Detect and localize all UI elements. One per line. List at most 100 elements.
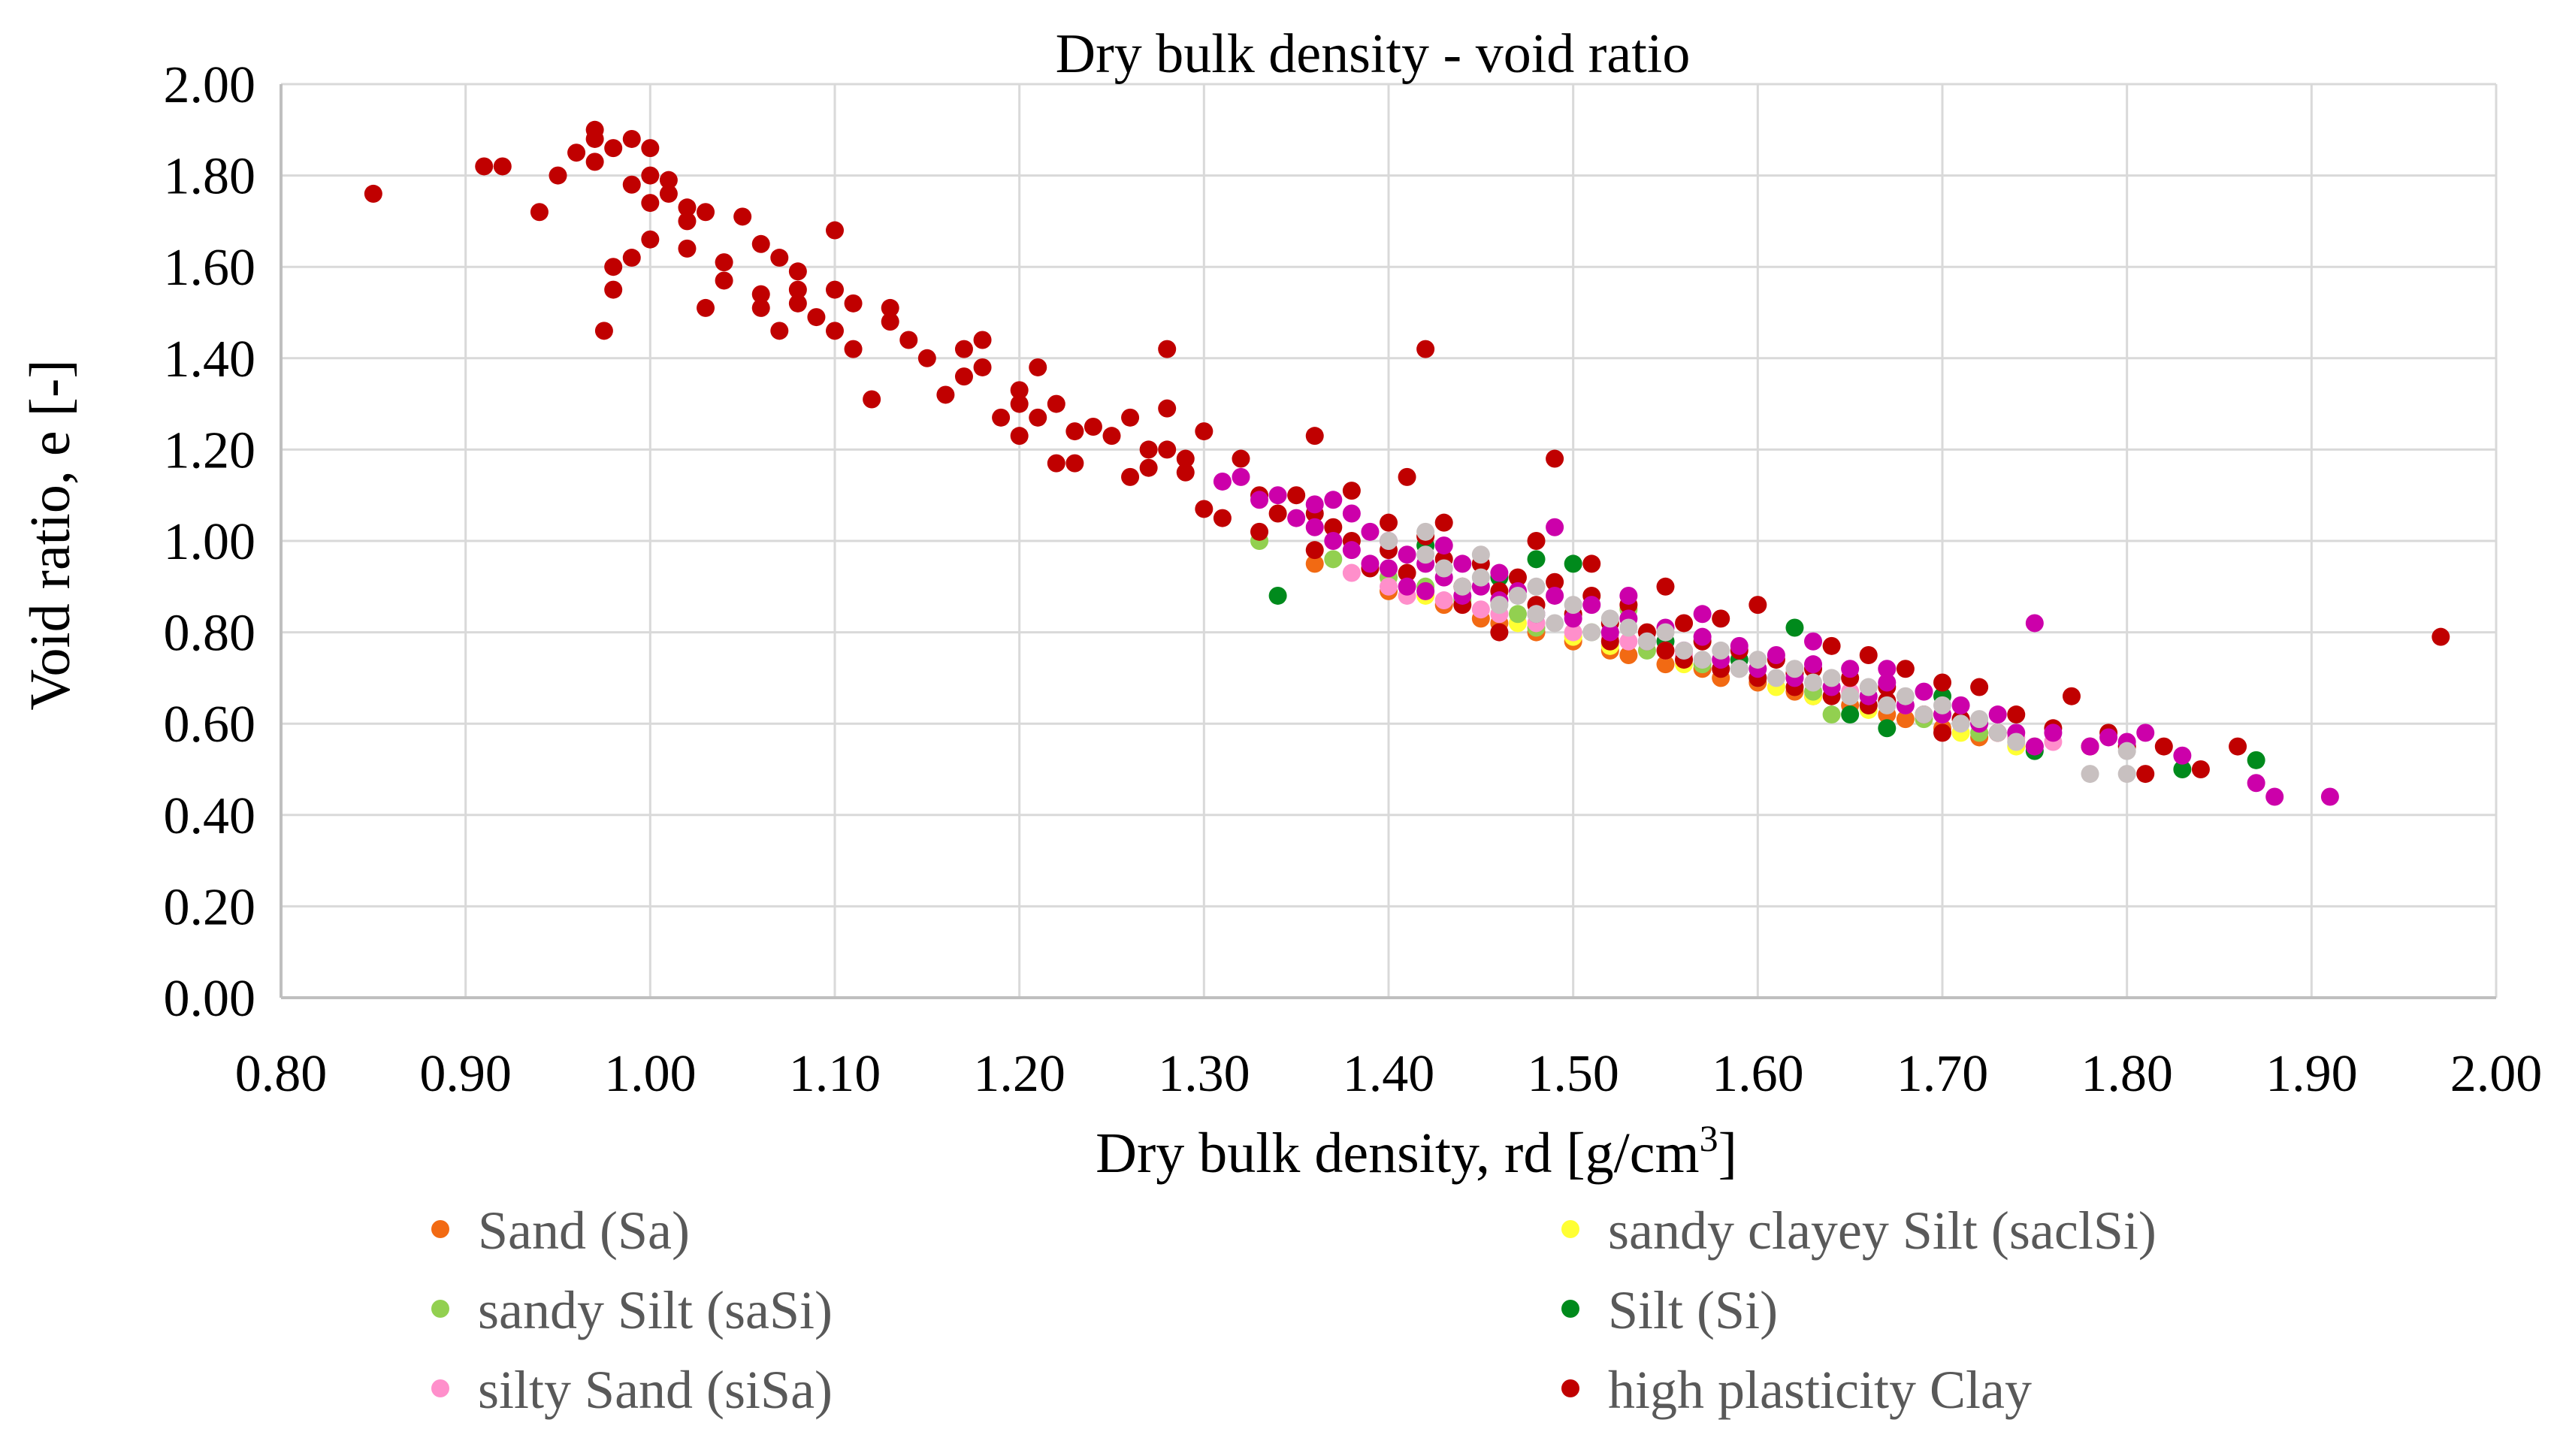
data-point xyxy=(1859,646,1878,664)
data-point xyxy=(1305,541,1324,560)
data-point xyxy=(1546,449,1564,468)
data-point xyxy=(2247,751,2265,769)
legend-marker xyxy=(431,1220,449,1238)
data-point xyxy=(2229,737,2247,756)
data-point xyxy=(1380,559,1398,578)
x-axis-title: Dry bulk density, rd [g/cm3] xyxy=(1096,1117,1737,1185)
data-point xyxy=(1287,509,1306,527)
legend-item: high plasticity Clay xyxy=(1561,1360,2032,1420)
data-point xyxy=(1546,518,1564,536)
data-point xyxy=(863,390,881,409)
y-tick-label: 0.80 xyxy=(164,605,256,663)
legend-label: Silt (Si) xyxy=(1608,1280,1778,1340)
data-point xyxy=(1546,572,1564,591)
data-point xyxy=(1896,687,1915,705)
data-point xyxy=(1047,454,1065,473)
data-point xyxy=(954,367,973,386)
data-point xyxy=(585,129,604,148)
data-point xyxy=(1268,586,1287,605)
data-point xyxy=(1896,710,1915,729)
data-point xyxy=(2099,728,2118,747)
chart-title: Dry bulk density - void ratio xyxy=(1056,23,1691,85)
x-tick-label: 0.90 xyxy=(419,1045,512,1103)
axes xyxy=(280,84,2496,999)
data-point xyxy=(1102,427,1121,446)
data-point xyxy=(1213,509,1232,527)
data-point xyxy=(770,322,789,340)
legend-marker xyxy=(431,1300,449,1318)
data-point xyxy=(715,253,733,272)
data-point xyxy=(1933,723,1951,742)
data-point xyxy=(844,294,863,313)
data-point xyxy=(641,230,660,249)
data-point xyxy=(1841,705,1860,724)
data-point xyxy=(697,203,715,222)
data-point xyxy=(788,280,807,299)
data-point xyxy=(1564,554,1582,573)
data-point xyxy=(1342,504,1361,523)
data-point xyxy=(1951,696,1970,714)
data-point xyxy=(1047,394,1065,413)
data-point xyxy=(1712,641,1730,660)
data-point xyxy=(2136,723,2155,742)
x-tick-label: 1.30 xyxy=(1158,1045,1250,1103)
data-point xyxy=(1490,623,1509,642)
data-point xyxy=(1619,618,1638,637)
data-point xyxy=(2173,760,2192,778)
data-point xyxy=(992,408,1011,427)
data-point xyxy=(826,280,844,299)
data-point xyxy=(733,207,752,226)
data-point xyxy=(2136,765,2155,784)
data-point xyxy=(844,340,863,358)
data-point xyxy=(1305,554,1324,573)
data-point xyxy=(1398,467,1416,486)
data-point xyxy=(2432,627,2450,646)
data-point xyxy=(1139,458,1158,477)
x-tick-label: 1.70 xyxy=(1897,1045,1989,1103)
x-axis-title-end: ] xyxy=(1718,1122,1737,1185)
x-axis-title-main: Dry bulk density, rd [g/cm xyxy=(1096,1122,1700,1185)
data-point xyxy=(1600,623,1619,642)
data-point xyxy=(678,212,697,231)
data-point xyxy=(604,258,623,276)
data-point xyxy=(1546,586,1564,605)
y-tick-label: 0.20 xyxy=(164,878,256,936)
x-tick-label: 0.80 xyxy=(235,1045,328,1103)
data-point xyxy=(1546,614,1564,633)
legend-item: silty Sand (siSa) xyxy=(431,1360,833,1420)
data-point xyxy=(1158,340,1177,358)
data-point xyxy=(567,143,586,162)
x-tick-label: 2.00 xyxy=(2450,1045,2543,1103)
data-point xyxy=(1121,467,1140,486)
data-point xyxy=(1195,500,1214,518)
y-tick-label: 2.00 xyxy=(164,56,256,114)
data-point xyxy=(1490,596,1509,615)
data-point xyxy=(1675,614,1694,633)
data-point xyxy=(881,298,899,317)
data-point xyxy=(1084,418,1102,436)
data-point xyxy=(954,340,973,358)
data-point xyxy=(1176,463,1195,482)
x-tick-label: 1.90 xyxy=(2265,1045,2358,1103)
data-point xyxy=(1232,467,1250,486)
y-tick-label: 1.00 xyxy=(164,513,256,571)
x-tick-label: 1.40 xyxy=(1343,1045,1435,1103)
data-point xyxy=(1380,532,1398,550)
data-points xyxy=(364,120,2450,806)
data-point xyxy=(770,249,789,267)
legend-marker xyxy=(1561,1220,1579,1238)
data-point xyxy=(604,139,623,158)
data-point xyxy=(1380,513,1398,532)
data-point xyxy=(2081,765,2099,784)
legend-item: Silt (Si) xyxy=(1561,1280,1778,1340)
data-point xyxy=(1804,632,1823,651)
data-point xyxy=(1324,491,1343,509)
x-tick-label: 1.50 xyxy=(1527,1045,1619,1103)
data-point xyxy=(751,285,770,304)
y-tick-label: 1.40 xyxy=(164,331,256,388)
data-point xyxy=(2081,737,2099,756)
data-point xyxy=(1933,696,1951,714)
data-point xyxy=(1730,636,1749,655)
data-point xyxy=(1527,532,1546,550)
data-point xyxy=(1637,632,1656,651)
